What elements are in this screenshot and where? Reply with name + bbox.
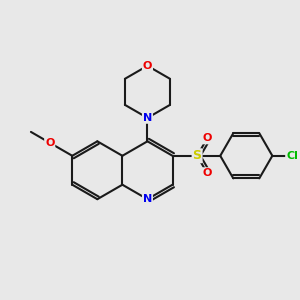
- Text: O: O: [143, 61, 152, 71]
- Text: O: O: [202, 134, 212, 143]
- Text: N: N: [143, 194, 152, 204]
- Text: Cl: Cl: [286, 151, 298, 161]
- Text: S: S: [193, 149, 202, 162]
- Text: N: N: [143, 113, 152, 123]
- Text: O: O: [45, 138, 54, 148]
- Text: O: O: [202, 168, 212, 178]
